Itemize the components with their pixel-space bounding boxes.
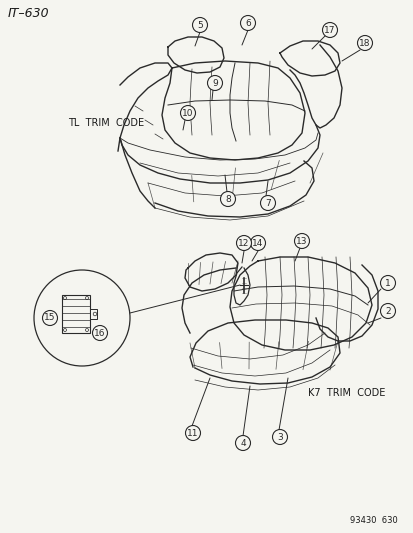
Text: 13: 13 [296,237,307,246]
Text: 3: 3 [276,432,282,441]
Text: 1: 1 [384,279,390,287]
Text: 14: 14 [252,238,263,247]
Circle shape [43,311,57,326]
Circle shape [380,303,394,319]
Circle shape [92,326,107,341]
Circle shape [220,191,235,206]
Text: 12: 12 [238,238,249,247]
Text: 93430  630: 93430 630 [349,516,397,525]
Text: 5: 5 [197,20,202,29]
Text: 17: 17 [323,26,335,35]
Circle shape [357,36,372,51]
Text: 4: 4 [240,439,245,448]
Bar [62,295,90,333]
Circle shape [207,76,222,91]
Text: 9: 9 [211,78,217,87]
Circle shape [260,196,275,211]
Circle shape [192,18,207,33]
Text: 16: 16 [94,328,105,337]
Text: TL  TRIM  CODE: TL TRIM CODE [68,118,144,128]
Circle shape [250,236,265,251]
Text: 8: 8 [225,195,230,204]
Text: K7  TRIM  CODE: K7 TRIM CODE [307,388,385,398]
Bar [90,309,97,319]
Circle shape [322,22,337,37]
Circle shape [294,233,309,248]
Text: 15: 15 [44,313,56,322]
Text: 18: 18 [358,38,370,47]
Text: 11: 11 [187,429,198,438]
Circle shape [185,425,200,440]
Text: IT–630: IT–630 [8,7,50,20]
Text: 10: 10 [182,109,193,117]
Circle shape [180,106,195,120]
Text: 6: 6 [244,19,250,28]
Circle shape [235,435,250,450]
Circle shape [272,430,287,445]
Circle shape [380,276,394,290]
Circle shape [240,15,255,30]
Text: 2: 2 [384,306,390,316]
Text: 7: 7 [264,198,270,207]
Circle shape [236,236,251,251]
